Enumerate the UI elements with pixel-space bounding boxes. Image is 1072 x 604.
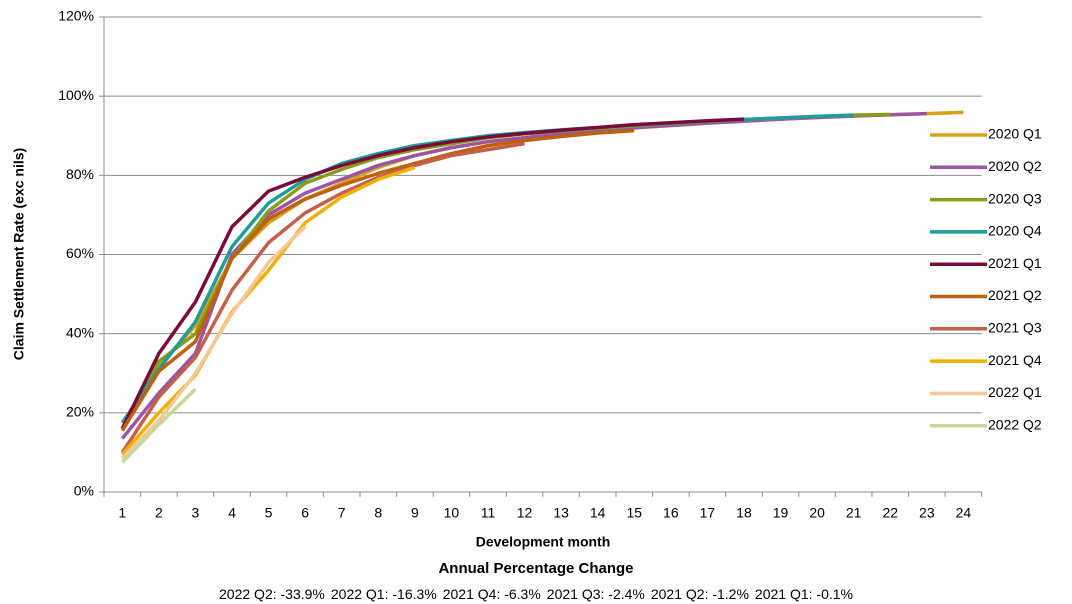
legend-label: 2021 Q2 xyxy=(988,287,1042,303)
annotation-item: 2021 Q4: -6.3% xyxy=(442,586,541,602)
series-line xyxy=(121,387,197,464)
annotation-item: 2021 Q2: -1.2% xyxy=(650,586,749,602)
y-tick-label: 40% xyxy=(66,324,94,340)
annotation: 2022 Q2: -33.9% 2022 Q1: -16.3% 2021 Q4: -… xyxy=(0,586,1072,602)
x-tick-label: 15 xyxy=(626,505,642,521)
x-tick-label: 2 xyxy=(155,505,163,521)
legend-label: 2020 Q3 xyxy=(988,190,1042,206)
x-tick-label: 1 xyxy=(118,505,126,521)
legend-label: 2020 Q2 xyxy=(988,158,1042,174)
annotation-item: 2022 Q2: -33.9% xyxy=(219,586,325,602)
y-tick-label: 20% xyxy=(66,404,94,420)
x-tick-label: 17 xyxy=(700,505,716,521)
x-tick-label: 14 xyxy=(590,505,606,521)
x-tick-label: 22 xyxy=(882,505,898,521)
y-axis-label: Claim Settlement Rate (exc nils) xyxy=(11,148,27,360)
annotation-item: 2021 Q3: -2.4% xyxy=(546,586,645,602)
series-line xyxy=(120,117,745,430)
legend-label: 2021 Q4 xyxy=(988,352,1042,368)
y-tick-label: 120% xyxy=(58,8,94,24)
x-tick-label: 24 xyxy=(956,505,972,521)
series-line xyxy=(120,165,416,456)
annotation-item: 2021 Q1: -0.1% xyxy=(754,586,853,602)
series-line xyxy=(120,113,854,424)
x-tick-label: 19 xyxy=(773,505,789,521)
x-tick-label: 9 xyxy=(411,505,419,521)
legend-label: 2022 Q1 xyxy=(988,384,1042,400)
x-tick-label: 23 xyxy=(919,505,935,521)
legend-label: 2022 Q2 xyxy=(988,416,1042,432)
x-tick-label: 11 xyxy=(481,505,496,521)
annotation-title: Annual Percentage Change xyxy=(438,560,634,577)
x-tick-label: 18 xyxy=(736,505,752,521)
x-tick-label: 7 xyxy=(338,505,346,521)
series-line xyxy=(121,225,307,460)
x-tick-label: 8 xyxy=(374,505,382,521)
annotation-item: 2022 Q1: -16.3% xyxy=(330,586,437,602)
y-tick-label: 60% xyxy=(66,245,94,261)
x-tick-label: 20 xyxy=(809,505,825,521)
legend-label: 2021 Q3 xyxy=(988,320,1042,336)
legend-label: 2020 Q4 xyxy=(988,223,1042,239)
legend-label: 2020 Q1 xyxy=(988,126,1042,142)
x-tick-label: 10 xyxy=(444,505,460,521)
x-tick-label: 12 xyxy=(517,505,533,521)
chart: Claim Settlement Rate (exc nils) Develop… xyxy=(11,8,1042,550)
y-tick-label: 0% xyxy=(74,483,94,499)
x-tick-label: 3 xyxy=(192,505,200,521)
series-line xyxy=(120,128,635,432)
y-tick-label: 80% xyxy=(66,166,94,182)
x-tick-label: 6 xyxy=(301,505,309,521)
series-line xyxy=(120,141,525,454)
legend-label: 2021 Q1 xyxy=(988,255,1042,271)
x-axis-label: Development month xyxy=(476,534,611,550)
x-tick-label: 21 xyxy=(846,505,862,521)
series-line xyxy=(120,112,891,430)
x-tick-label: 16 xyxy=(663,505,679,521)
x-tick-label: 13 xyxy=(553,505,569,521)
y-tick-label: 100% xyxy=(58,87,94,103)
x-tick-label: 5 xyxy=(265,505,273,521)
x-tick-label: 4 xyxy=(228,505,236,521)
